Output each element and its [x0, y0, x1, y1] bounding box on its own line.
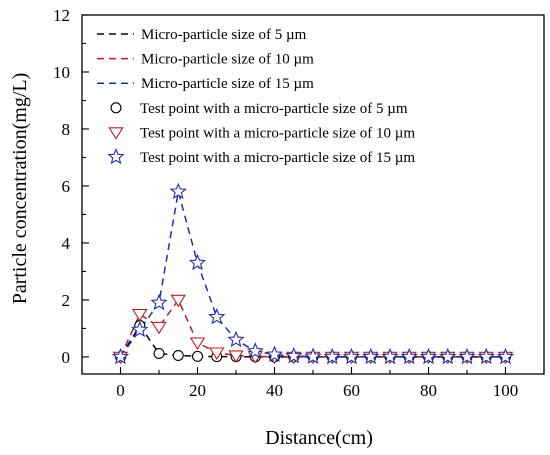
data-point — [170, 294, 186, 308]
data-point — [150, 293, 168, 311]
data-point — [458, 347, 476, 365]
data-point — [419, 347, 438, 365]
series-lines — [119, 191, 506, 358]
x-tick-label: 40 — [266, 381, 283, 400]
x-tick-label: 60 — [343, 381, 360, 400]
data-point — [400, 347, 418, 365]
data-point — [191, 350, 204, 362]
legend-label: Micro-particle size of 5 µm — [141, 27, 307, 43]
data-point — [189, 337, 206, 351]
plot-border — [81, 14, 545, 375]
x-tick-label: 0 — [116, 381, 125, 400]
data-point — [110, 102, 122, 114]
y-axis-title: Particle concentration(mg/L) — [9, 73, 31, 305]
y-tick-label: 8 — [62, 120, 71, 139]
legend-label: Micro-particle size of 15 µm — [141, 76, 314, 92]
data-point — [227, 330, 245, 348]
data-point — [246, 342, 264, 359]
data-point — [342, 347, 361, 365]
y-tick-label: 12 — [53, 6, 70, 25]
data-point — [209, 347, 225, 360]
y-tick-label: 2 — [62, 291, 71, 310]
data-point — [323, 347, 341, 365]
tick-labels: 0 20 40 60 80 100 0 2 4 6 8 10 12 — [53, 6, 518, 400]
data-point — [304, 347, 322, 364]
plot-frame — [81, 14, 545, 375]
x-tick-label: 100 — [493, 381, 519, 400]
data-point — [496, 347, 515, 365]
data-point — [477, 347, 495, 365]
data-point — [169, 182, 187, 200]
data-point — [265, 345, 284, 362]
data-point — [111, 347, 130, 365]
y-tick-label: 10 — [53, 63, 70, 82]
data-point — [132, 308, 148, 322]
y-tick-label: 0 — [62, 348, 71, 367]
legend-label: Test point with a micro-particle size of… — [140, 150, 415, 166]
legend-label: Micro-particle size of 10 µm — [141, 52, 314, 68]
axis-ticks — [81, 14, 545, 374]
legend: Micro-particle size of 5 µm Micro-particl… — [97, 27, 415, 166]
data-point — [362, 347, 380, 365]
series-markers — [111, 182, 515, 365]
y-tick-label: 4 — [62, 234, 71, 253]
data-point — [188, 253, 207, 271]
legend-label: Test point with a micro-particle size of… — [140, 125, 415, 141]
x-tick-label: 80 — [420, 381, 437, 400]
data-point — [153, 347, 165, 359]
x-axis-title: Distance(cm) — [265, 427, 373, 449]
data-point — [131, 320, 149, 338]
legend-label: Test point with a micro-particle size of… — [140, 101, 408, 117]
series-line — [119, 191, 506, 358]
x-tick-label: 20 — [189, 381, 206, 400]
data-point — [285, 346, 303, 364]
y-tick-label: 6 — [62, 177, 71, 196]
data-point — [151, 321, 167, 335]
data-point — [439, 347, 457, 365]
data-point — [208, 307, 226, 325]
data-point — [108, 127, 124, 140]
data-point — [381, 347, 399, 365]
data-point — [107, 147, 125, 165]
data-point — [228, 350, 244, 363]
data-point — [172, 349, 184, 361]
